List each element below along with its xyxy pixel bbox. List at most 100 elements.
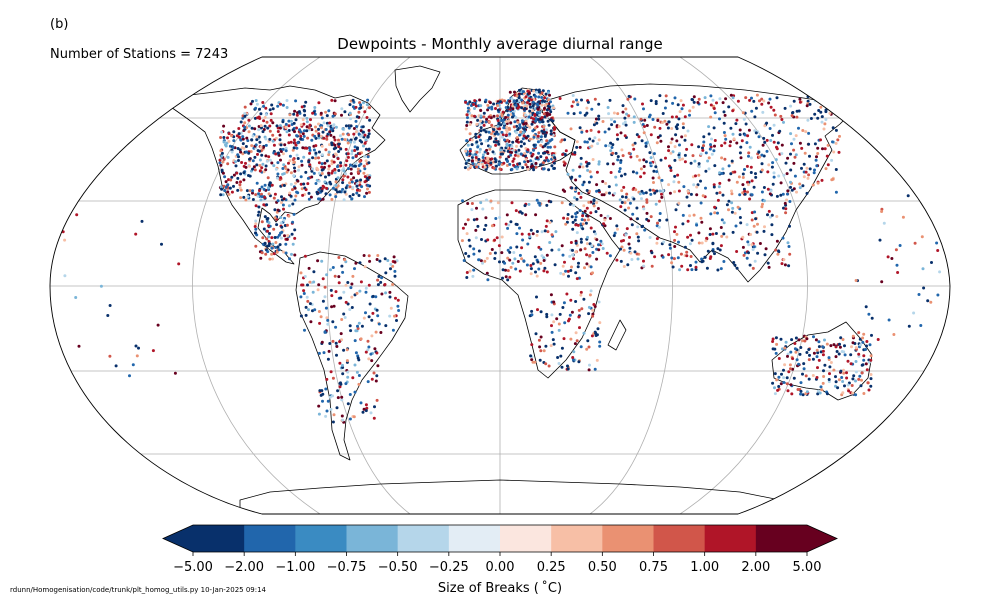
station-marker [280, 225, 284, 229]
station-marker [394, 296, 397, 300]
station-marker [577, 191, 581, 195]
station-marker [540, 230, 544, 234]
station-marker [828, 111, 832, 115]
station-marker [722, 232, 726, 236]
station-marker [594, 117, 598, 121]
station-marker [769, 189, 773, 193]
station-marker [508, 132, 512, 136]
station-marker [552, 320, 556, 324]
station-marker [501, 110, 505, 114]
colorbar-tick-label: −2.00 [224, 560, 264, 575]
station-marker [625, 112, 629, 116]
station-marker [795, 190, 798, 194]
station-marker [219, 149, 223, 153]
station-marker [822, 127, 826, 131]
meridian-60e [589, 57, 673, 514]
station-marker [478, 150, 482, 154]
station-marker [666, 126, 670, 130]
station-marker [668, 246, 672, 250]
station-marker [527, 202, 531, 206]
station-marker [545, 312, 549, 316]
station-marker [858, 374, 862, 378]
station-marker [524, 213, 528, 217]
station-marker [508, 99, 512, 103]
station-marker [802, 367, 806, 371]
station-marker [578, 126, 582, 130]
station-marker [850, 345, 853, 349]
station-marker [355, 179, 359, 183]
station-marker [774, 248, 778, 252]
station-marker [762, 229, 766, 233]
station-marker [580, 98, 583, 102]
station-marker [841, 338, 845, 341]
station-marker [766, 261, 770, 265]
station-marker [835, 111, 839, 115]
station-marker [487, 115, 491, 119]
station-marker [801, 339, 805, 343]
station-marker [842, 368, 845, 372]
station-marker [551, 119, 555, 123]
station-marker [347, 133, 351, 137]
station-marker [464, 127, 468, 131]
station-marker [287, 214, 291, 218]
station-marker [761, 110, 765, 114]
station-marker [688, 242, 692, 246]
station-marker [515, 124, 519, 128]
station-marker [821, 345, 825, 349]
station-marker [586, 214, 590, 218]
station-marker [254, 143, 258, 147]
station-marker [594, 331, 598, 335]
station-marker [607, 112, 611, 116]
station-marker [575, 98, 578, 102]
station-marker [729, 140, 732, 144]
station-marker [496, 119, 500, 122]
station-marker [790, 392, 794, 396]
station-marker [596, 207, 600, 210]
station-marker [241, 116, 245, 120]
station-marker [357, 374, 361, 377]
station-marker [461, 226, 465, 230]
station-marker [563, 260, 566, 264]
station-marker [582, 331, 586, 335]
station-marker [526, 148, 530, 152]
station-marker [505, 101, 509, 105]
station-marker [485, 256, 489, 260]
station-marker [367, 147, 371, 151]
station-marker [223, 189, 227, 193]
station-marker [613, 231, 617, 235]
station-marker [805, 166, 809, 170]
station-marker [351, 274, 355, 278]
station-marker [743, 192, 747, 196]
station-marker [777, 250, 781, 254]
station-marker [479, 126, 483, 130]
station-marker [278, 243, 282, 247]
station-marker [790, 114, 794, 118]
station-marker [572, 203, 576, 207]
station-marker [597, 243, 600, 247]
station-marker [586, 235, 589, 239]
station-marker [679, 252, 683, 256]
station-marker [314, 125, 317, 129]
station-marker [719, 244, 723, 248]
station-marker [108, 304, 112, 307]
station-marker [838, 134, 841, 138]
station-marker [340, 318, 344, 321]
station-marker [532, 168, 536, 172]
station-marker [367, 161, 371, 165]
station-marker [527, 115, 531, 119]
station-marker [636, 235, 640, 239]
station-marker [741, 183, 745, 187]
station-marker [574, 212, 578, 216]
station-marker [336, 165, 339, 169]
station-marker [733, 263, 737, 267]
station-marker [625, 192, 629, 196]
station-marker [547, 364, 551, 368]
station-marker [334, 188, 338, 192]
station-marker [287, 141, 291, 145]
station-marker [383, 257, 387, 261]
station-marker [479, 129, 483, 133]
station-marker [505, 164, 509, 167]
station-marker [557, 362, 561, 365]
station-marker [502, 122, 506, 126]
station-marker [540, 140, 544, 144]
